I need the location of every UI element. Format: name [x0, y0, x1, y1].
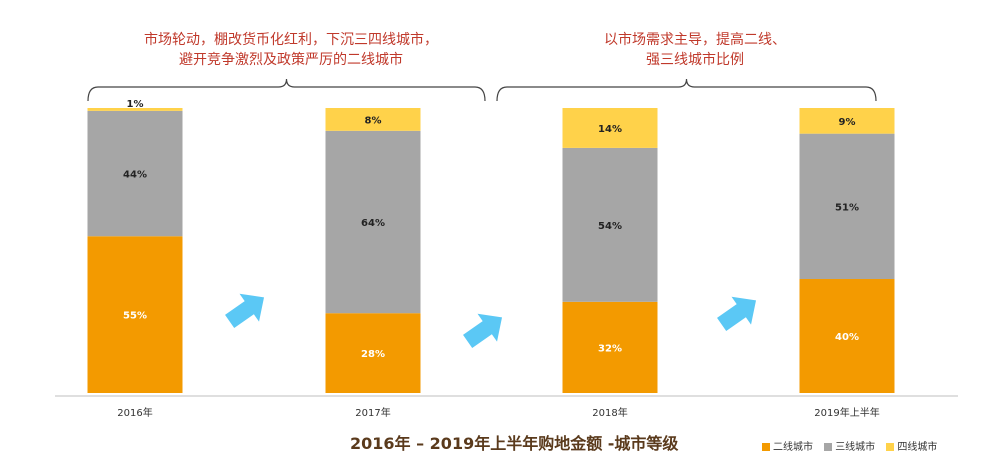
bar-tier2-3 — [799, 279, 895, 393]
legend-item-tier2: 二线城市 — [762, 438, 813, 453]
label-tier4-0: 1% — [127, 99, 144, 110]
label-tier3-0: 44% — [123, 170, 147, 181]
legend-label-tier2: 二线城市 — [773, 442, 813, 453]
arrow-shape-1 — [463, 313, 503, 349]
label-tier2-3: 40% — [835, 332, 859, 343]
bar-tier4-0 — [87, 108, 183, 111]
arrow-shape-0 — [225, 293, 265, 329]
transition-arrows — [225, 293, 757, 349]
bar-tier2-2 — [562, 301, 658, 393]
legend-item-tier3: 三线城市 — [824, 438, 875, 453]
annotation-left: 市场轮动，棚改货币化红利，下沉三四线城市， 避开竞争激烈及政策严厉的二线城市 — [96, 30, 486, 70]
annotation-right-line2: 强三线城市比例 — [646, 52, 744, 68]
legend-swatch-tier3 — [824, 443, 833, 451]
x-tick-labels: 2016年 2017年 2018年 2019年上半年 — [117, 406, 879, 419]
bar-tier3-2 — [562, 147, 658, 302]
legend-swatch-tier2 — [762, 443, 770, 451]
bar-tier4-3 — [799, 108, 895, 134]
legend-label-tier3: 三线城市 — [835, 442, 876, 453]
arrow-shape-2 — [717, 296, 757, 332]
label-tier3-1: 64% — [361, 218, 385, 229]
bar-tier3-3 — [799, 133, 895, 279]
arrow-icon-1 — [463, 313, 503, 349]
label-tier4-2: 14% — [598, 124, 622, 135]
bar-tier4-2 — [562, 108, 658, 148]
bar-segments — [87, 108, 895, 393]
legend-item-tier4: 四线城市 — [886, 438, 937, 453]
chart-title: 2016年 – 2019年上半年购地金额 -城市等级 — [350, 434, 679, 453]
bar-tier3-0 — [87, 110, 183, 237]
bar-tier3-1 — [325, 130, 421, 314]
label-tier3-3: 51% — [835, 202, 859, 213]
annotation-right: 以市场需求主导，提高二线、 强三线城市比例 — [545, 30, 845, 70]
arrow-icon-2 — [717, 296, 757, 332]
x-tick-3: 2019年上半年 — [814, 406, 879, 419]
arrow-icon-0 — [225, 293, 265, 329]
segment-labels: 55% 44% 1% 28% 64% 8% 32% 54% 14% 40% 51% 9% — [123, 99, 859, 360]
x-tick-1: 2017年 — [355, 406, 390, 419]
label-tier3-2: 54% — [598, 221, 622, 232]
annotation-bracket-1 — [496, 78, 877, 102]
label-tier2-2: 32% — [598, 343, 622, 354]
bar-tier2-1 — [325, 313, 421, 393]
bar-tier4-1 — [325, 108, 421, 131]
annotation-right-line1: 以市场需求主导，提高二线、 — [604, 32, 786, 48]
annotation-left-line1: 市场轮动，棚改货币化红利，下沉三四线城市， — [144, 32, 438, 48]
legend: 二线城市 三线城市 四线城市 — [762, 438, 945, 453]
annotation-brackets — [87, 78, 877, 102]
label-tier4-3: 9% — [839, 117, 856, 128]
legend-swatch-tier4 — [886, 443, 895, 451]
label-tier2-1: 28% — [361, 349, 385, 360]
x-tick-0: 2016年 — [117, 406, 152, 419]
x-tick-2: 2018年 — [592, 406, 627, 419]
label-tier2-0: 55% — [123, 311, 147, 322]
legend-label-tier4: 四线城市 — [897, 442, 938, 453]
annotation-bracket-0 — [87, 78, 486, 102]
bar-tier2-0 — [87, 236, 183, 393]
annotation-left-line2: 避开竞争激烈及政策严厉的二线城市 — [179, 52, 403, 68]
label-tier4-1: 8% — [365, 115, 382, 126]
